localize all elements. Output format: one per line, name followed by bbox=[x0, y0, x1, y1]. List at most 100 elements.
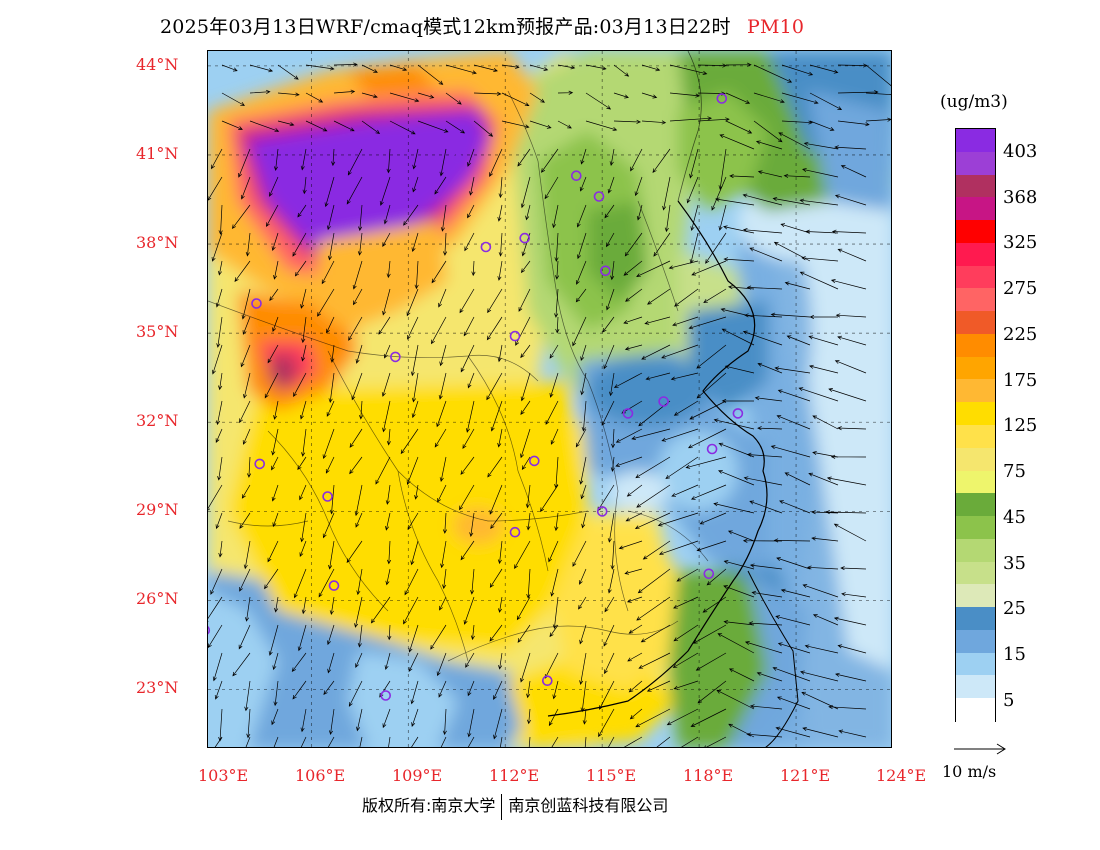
wind-arrow-icon bbox=[674, 288, 699, 307]
wind-arrow-icon bbox=[662, 176, 671, 211]
wind-arrow-icon bbox=[554, 232, 559, 262]
wind-arrow-icon bbox=[438, 372, 447, 400]
wind-arrow-icon bbox=[837, 335, 867, 346]
wind-arrow-icon bbox=[725, 62, 752, 67]
wind-arrow-icon bbox=[757, 170, 783, 178]
wind-arrow-icon bbox=[329, 484, 335, 515]
wind-arrow-icon bbox=[322, 512, 335, 539]
wind-arrow-icon bbox=[357, 232, 363, 256]
wind-arrow-icon bbox=[753, 64, 793, 83]
wind-arrow-icon bbox=[318, 568, 335, 598]
wind-arrow-icon bbox=[634, 176, 643, 197]
wind-arrow-icon bbox=[355, 512, 363, 528]
wind-arrow-icon bbox=[234, 260, 251, 282]
city-marker-icon bbox=[593, 191, 605, 202]
wind-arrow-icon bbox=[410, 680, 419, 705]
wind-arrow-icon bbox=[264, 568, 279, 590]
wind-arrow-icon bbox=[557, 64, 576, 70]
wind-arrow-icon bbox=[440, 204, 447, 232]
wind-arrow-icon bbox=[799, 271, 839, 290]
wind-arrow-icon bbox=[717, 633, 755, 654]
wind-arrow-icon bbox=[497, 596, 503, 613]
wind-arrow-icon bbox=[434, 176, 447, 195]
wind-arrow-icon bbox=[351, 372, 363, 401]
wind-arrow-icon bbox=[490, 512, 503, 530]
wind-arrow-icon bbox=[328, 540, 335, 570]
copyright: 版权所有:南京大学 南京创蓝科技有限公司 bbox=[362, 792, 668, 820]
colorbar-label-35: 35 bbox=[1003, 553, 1026, 574]
wind-arrow-icon bbox=[636, 484, 671, 508]
wind-arrow-icon bbox=[828, 388, 867, 402]
wind-arrow-icon bbox=[277, 92, 300, 97]
wind-arrow-icon bbox=[497, 428, 503, 448]
wind-arrow-icon bbox=[580, 372, 587, 396]
wind-arrow-icon bbox=[389, 92, 420, 103]
wind-arrow-icon bbox=[773, 538, 811, 543]
wind-arrow-icon bbox=[549, 344, 559, 359]
wind-arrow-icon bbox=[618, 540, 643, 550]
wind-arrow-icon bbox=[713, 502, 755, 514]
wind-arrow-icon bbox=[812, 450, 839, 458]
wind-arrow-icon bbox=[272, 652, 279, 671]
wind-arrow-icon bbox=[500, 736, 503, 747]
wind-arrow-icon bbox=[716, 689, 755, 710]
colorbar-label-5: 5 bbox=[1003, 690, 1015, 711]
wind-arrow-icon bbox=[541, 148, 559, 173]
wind-arrow-icon bbox=[498, 652, 503, 670]
wind-arrow-icon bbox=[297, 204, 307, 218]
city-marker-icon bbox=[390, 351, 401, 363]
wind-arrow-icon bbox=[627, 652, 643, 662]
wind-arrow-icon bbox=[382, 400, 391, 433]
wind-arrow-icon bbox=[548, 708, 559, 727]
wind-arrow-icon bbox=[215, 512, 223, 530]
wind-arrow-icon bbox=[554, 288, 559, 318]
wind-arrow-icon bbox=[606, 288, 615, 311]
wind-arrow-icon bbox=[440, 736, 447, 747]
wind-arrow-icon bbox=[774, 366, 811, 374]
wind-arrow-icon bbox=[779, 500, 811, 514]
wind-arrow-icon bbox=[713, 418, 755, 430]
wind-arrow-icon bbox=[603, 624, 615, 647]
wind-arrow-icon bbox=[665, 456, 699, 479]
province-boundaries bbox=[208, 90, 709, 662]
wind-arrow-icon bbox=[661, 428, 699, 442]
wind-arrow-icon bbox=[329, 596, 335, 615]
city-marker-icon bbox=[322, 491, 333, 502]
wind-arrow-icon bbox=[723, 560, 755, 570]
wind-arrow-icon bbox=[756, 671, 783, 682]
wind-arrow-icon bbox=[326, 316, 335, 334]
wind-arrow-icon bbox=[460, 456, 475, 475]
wind-arrow-icon bbox=[749, 563, 783, 570]
wind-arrow-icon bbox=[300, 708, 307, 733]
wind-arrow-icon bbox=[442, 568, 447, 590]
wind-arrow-icon bbox=[520, 260, 531, 274]
wind-arrow-icon bbox=[208, 624, 223, 649]
wind-arrow-icon bbox=[812, 415, 839, 430]
wind-arrow-icon bbox=[297, 456, 307, 471]
wind-arrow-icon bbox=[215, 288, 223, 308]
wind-arrow-icon bbox=[361, 92, 378, 99]
wind-arrow-icon bbox=[221, 120, 243, 130]
wind-arrow-icon bbox=[811, 510, 839, 515]
wind-arrow-icon bbox=[545, 400, 559, 425]
wind-arrow-icon bbox=[439, 456, 447, 482]
wind-arrow-icon bbox=[626, 596, 643, 603]
wind-arrow-icon bbox=[356, 568, 363, 596]
wind-arrow-icon bbox=[653, 232, 671, 257]
wind-arrow-icon bbox=[579, 652, 587, 686]
wind-arrow-icon bbox=[711, 176, 727, 211]
wind-arrow-icon bbox=[783, 173, 811, 178]
wind-arrow-icon bbox=[471, 260, 476, 277]
wind-arrow-icon bbox=[317, 288, 335, 317]
wind-arrow-icon bbox=[305, 92, 324, 103]
wind-arrow-icon bbox=[327, 624, 335, 646]
wind-arrow-icon bbox=[327, 736, 335, 747]
wind-arrow-icon bbox=[442, 512, 448, 534]
wind-arrow-icon bbox=[690, 484, 727, 500]
wind-arrow-icon bbox=[414, 260, 419, 290]
wind-arrow-icon bbox=[430, 624, 447, 650]
wind-arrow-icon bbox=[355, 344, 363, 364]
wind-arrow-icon bbox=[232, 652, 251, 677]
wind-arrow-icon bbox=[246, 456, 252, 478]
wind-arrow-icon bbox=[625, 288, 643, 302]
